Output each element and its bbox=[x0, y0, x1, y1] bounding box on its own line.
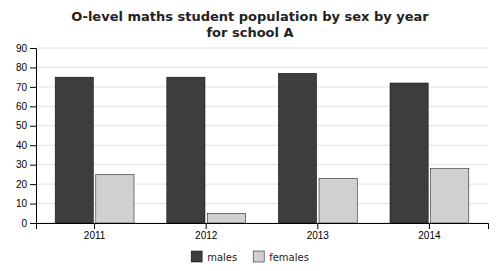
y-tick-label: 90 bbox=[16, 43, 28, 54]
y-tick-mark bbox=[30, 204, 36, 205]
bar bbox=[319, 178, 357, 223]
x-axis: 2011 2012 2013 2014 bbox=[37, 223, 489, 241]
y-tick-mark bbox=[30, 165, 36, 166]
bar bbox=[390, 83, 428, 223]
chart-title-line: for school A bbox=[206, 25, 293, 40]
bar-series bbox=[55, 73, 428, 223]
bar bbox=[55, 77, 93, 223]
legend-item: females bbox=[253, 251, 309, 263]
x-tick-label: 2014 bbox=[418, 230, 441, 241]
x-tick-mark bbox=[317, 223, 318, 229]
y-tick-label: 80 bbox=[16, 62, 28, 73]
legend-swatch bbox=[191, 251, 202, 262]
y-tick-label: 40 bbox=[16, 140, 28, 151]
y-tick-label: 60 bbox=[16, 101, 28, 112]
y-tick-label: 30 bbox=[16, 159, 28, 170]
y-tick-mark bbox=[30, 145, 36, 146]
legend-swatch bbox=[253, 251, 264, 262]
bar-series bbox=[96, 169, 469, 223]
x-tick-mark bbox=[94, 223, 95, 229]
y-tick-label: 70 bbox=[16, 82, 28, 93]
grid-line bbox=[36, 67, 488, 68]
y-tick: 30 bbox=[16, 159, 36, 170]
x-tick-label: 2012 bbox=[195, 230, 218, 241]
y-tick-mark bbox=[30, 184, 36, 185]
bar bbox=[207, 213, 245, 223]
y-axis-line bbox=[30, 49, 37, 224]
y-tick-label: 0 bbox=[21, 218, 27, 229]
y-tick-mark bbox=[30, 126, 36, 127]
chart-svg: O-level maths student population by sex … bbox=[0, 0, 500, 271]
bar bbox=[167, 77, 205, 223]
legend: males females bbox=[191, 251, 309, 263]
x-tick: 2011 bbox=[84, 223, 106, 241]
y-tick: 50 bbox=[16, 120, 36, 131]
x-axis-line bbox=[37, 224, 489, 230]
y-tick-label: 20 bbox=[16, 179, 28, 190]
chart-container: O-level maths student population by sex … bbox=[0, 0, 500, 271]
bar bbox=[96, 174, 134, 223]
x-tick-mark bbox=[206, 223, 207, 229]
bars bbox=[55, 73, 469, 223]
legend-item: males bbox=[191, 251, 237, 263]
y-axis: 0 10 20 30 40 50 60 70 80 90 bbox=[16, 43, 37, 229]
y-tick-label: 10 bbox=[16, 198, 28, 209]
y-tick: 40 bbox=[16, 140, 36, 151]
y-tick-mark bbox=[30, 106, 36, 107]
x-tick: 2012 bbox=[195, 223, 218, 241]
y-tick: 0 bbox=[21, 218, 36, 229]
y-tick-mark bbox=[30, 87, 36, 88]
y-tick-mark bbox=[30, 48, 36, 49]
legend-label: females bbox=[269, 252, 309, 263]
grid bbox=[36, 48, 488, 223]
y-tick-label: 50 bbox=[16, 120, 28, 131]
x-tick: 2013 bbox=[307, 223, 330, 241]
bar bbox=[278, 73, 316, 223]
y-tick: 20 bbox=[16, 179, 36, 190]
x-tick: 2014 bbox=[418, 223, 441, 241]
bar bbox=[431, 169, 469, 223]
plot-area: 0 10 20 30 40 50 60 70 80 90 2011 2012 2013 2014 bbox=[16, 43, 489, 241]
x-tick-label: 2011 bbox=[84, 230, 106, 241]
legend-label: males bbox=[207, 252, 237, 263]
x-tick-label: 2013 bbox=[307, 230, 330, 241]
grid-line bbox=[36, 48, 488, 49]
y-tick: 90 bbox=[16, 43, 36, 54]
y-tick-mark bbox=[30, 67, 36, 68]
y-tick: 60 bbox=[16, 101, 36, 112]
chart-title-line: O-level maths student population by sex … bbox=[71, 9, 429, 24]
y-tick: 10 bbox=[16, 198, 36, 209]
y-tick: 80 bbox=[16, 62, 36, 73]
y-tick-mark bbox=[30, 223, 36, 224]
x-tick-mark bbox=[429, 223, 430, 229]
chart-title: O-level maths student population by sex … bbox=[71, 9, 429, 40]
y-tick: 70 bbox=[16, 82, 36, 93]
